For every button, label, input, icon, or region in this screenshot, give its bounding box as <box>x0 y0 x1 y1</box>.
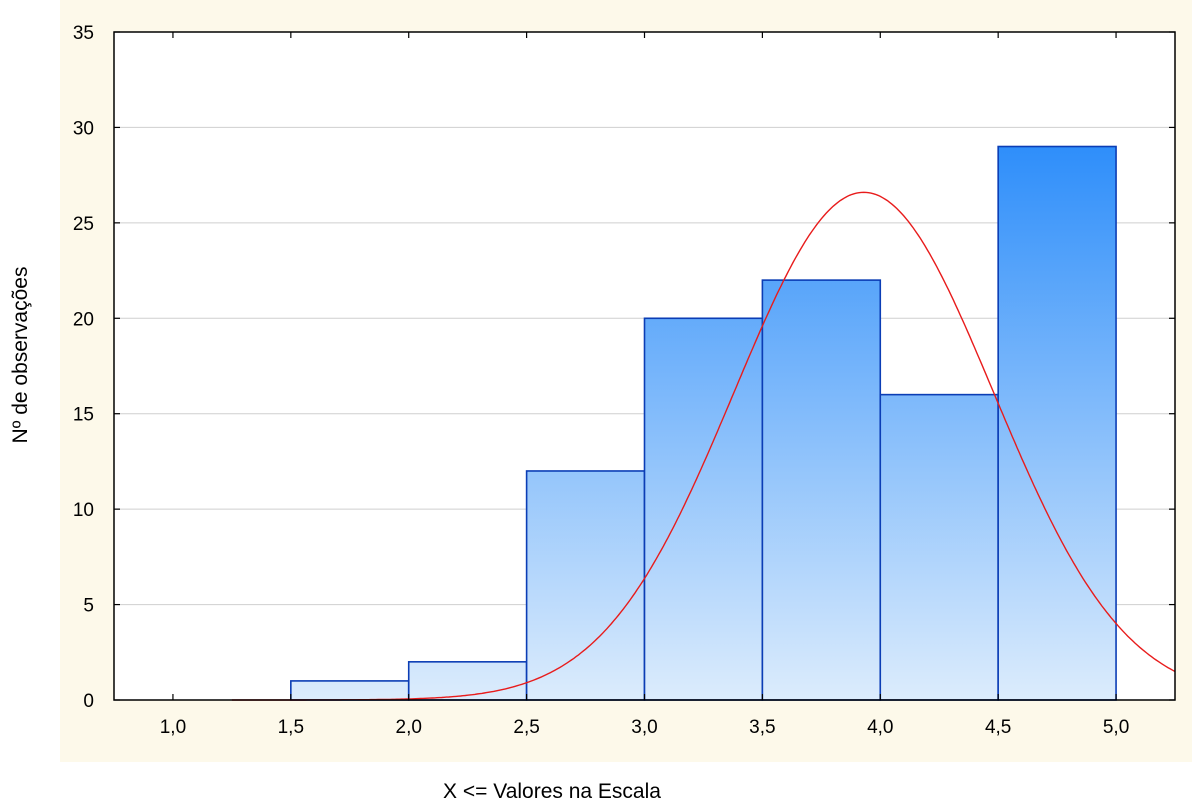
y-axis-label: Nº de observações <box>9 266 32 444</box>
x-tick-label: 3,5 <box>749 717 775 738</box>
y-tick-label: 10 <box>73 500 94 521</box>
bars <box>290 145 1117 701</box>
tick-labels: 1,0 1,5 2,0 2,5 3,0 3,5 4,0 4,5 5,0 0 5 10 15 20 25 30 3… <box>73 23 1129 738</box>
histogram-bar <box>407 661 528 701</box>
y-tick-label: 15 <box>73 405 94 426</box>
histogram-bar <box>761 279 882 701</box>
y-tick-label: 30 <box>73 118 94 139</box>
x-tick-label: 5,0 <box>1103 717 1129 738</box>
histogram-bar <box>525 470 646 701</box>
x-tick-label: 2,0 <box>396 717 422 738</box>
y-tick-label: 5 <box>83 596 94 617</box>
histogram-bar <box>879 393 999 701</box>
x-tick-label: 2,5 <box>513 717 539 738</box>
y-tick-label: 20 <box>73 309 94 330</box>
x-tick-label: 4,0 <box>867 717 893 738</box>
histogram-bar <box>290 680 410 701</box>
x-tick-label: 3,0 <box>631 717 657 738</box>
histogram-bar <box>997 145 1117 701</box>
histogram-bar <box>643 317 764 701</box>
y-tick-label: 25 <box>73 214 94 235</box>
x-axis-label: X <= Valores na Escala <box>443 780 661 803</box>
x-tick-label: 4,5 <box>985 717 1011 738</box>
x-tick-label: 1,5 <box>278 717 304 738</box>
y-tick-label: 35 <box>73 23 94 44</box>
y-tick-label: 0 <box>83 691 94 712</box>
ticks <box>114 31 1175 701</box>
x-tick-label: 1,0 <box>160 717 186 738</box>
